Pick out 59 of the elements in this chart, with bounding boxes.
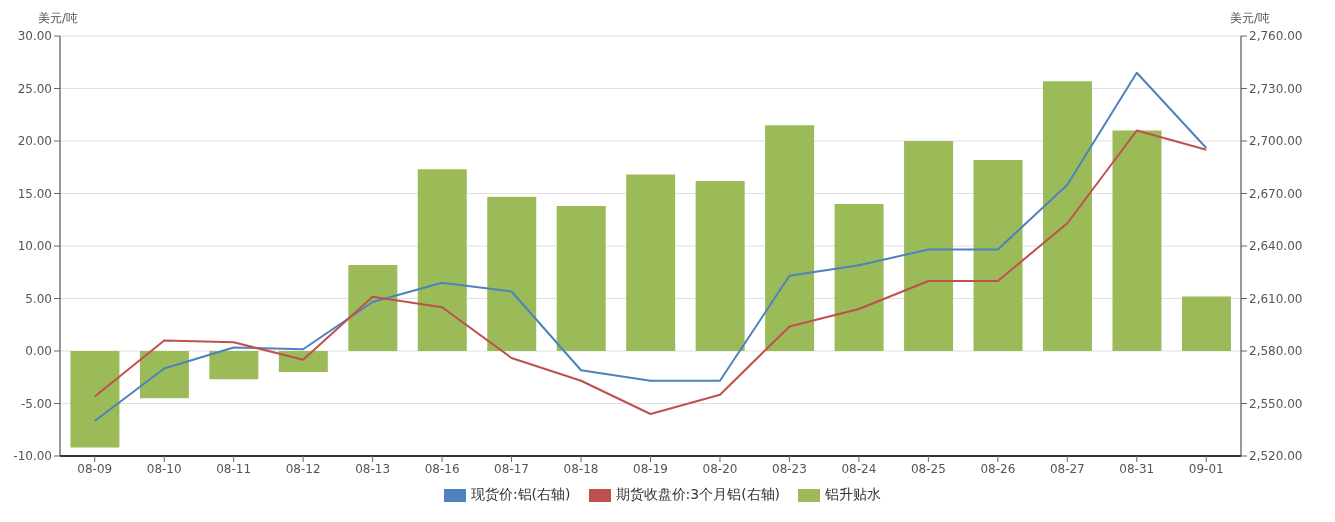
bar <box>139 351 189 399</box>
x-tick-label: 09-01 <box>1188 461 1224 476</box>
legend-label: 期货收盘价:3个月铝(右轴) <box>615 486 781 504</box>
y-tick-label: 15.00 <box>17 186 52 201</box>
y-tick-label: -5.00 <box>20 396 52 411</box>
y2-tick-label: 2,730.00 <box>1249 81 1303 96</box>
y-tick-label: 30.00 <box>17 29 52 44</box>
bar <box>1112 130 1162 351</box>
x-tick-label: 08-31 <box>1119 461 1155 476</box>
line-series <box>93 129 1208 415</box>
y-tick-label: 10.00 <box>17 239 52 254</box>
y-tick-label: 25.00 <box>17 81 52 96</box>
y2-tick-label: 2,760.00 <box>1249 29 1303 44</box>
legend-label: 现货价:铝(右轴) <box>470 486 571 504</box>
y2-tick-label: 2,640.00 <box>1249 239 1303 254</box>
bar <box>1043 81 1093 351</box>
bar <box>695 180 745 351</box>
bar <box>209 351 259 380</box>
x-tick-label: 08-27 <box>1049 461 1085 476</box>
y-tick-label: -10.00 <box>13 449 52 464</box>
y2-axis-title: 美元/吨 <box>1230 10 1271 27</box>
x-tick-label: 08-23 <box>772 461 807 476</box>
x-tick-label: 08-09 <box>77 461 113 476</box>
bar <box>626 174 676 351</box>
y-tick-label: 5.00 <box>25 291 52 306</box>
x-tick-label: 08-17 <box>494 461 529 476</box>
y2-tick-label: 2,610.00 <box>1249 291 1303 306</box>
x-tick-label: 08-25 <box>910 461 946 476</box>
y2-tick-label: 2,670.00 <box>1249 186 1303 201</box>
y-axis-title: 美元/吨 <box>38 10 79 27</box>
y-tick-label: 20.00 <box>17 134 52 149</box>
x-tick-label: 08-20 <box>702 461 738 476</box>
y-tick-label: 0.00 <box>25 344 52 359</box>
x-tick-label: 08-11 <box>216 461 252 476</box>
bar <box>70 351 120 448</box>
y2-tick-label: 2,580.00 <box>1249 344 1303 359</box>
x-tick-label: 08-19 <box>633 461 668 476</box>
bar <box>904 141 954 351</box>
bar <box>973 159 1023 351</box>
x-tick-label: 08-26 <box>980 461 1016 476</box>
legend-label: 铝升贴水 <box>825 486 882 504</box>
x-tick-label: 08-16 <box>424 461 460 476</box>
x-tick-label: 08-10 <box>146 461 182 476</box>
x-tick-label: 08-12 <box>285 461 321 476</box>
y2-tick-label: 2,550.00 <box>1249 396 1303 411</box>
bar <box>487 196 537 351</box>
bar <box>278 351 328 372</box>
line-series <box>93 71 1208 422</box>
bar <box>765 125 815 351</box>
bar <box>556 206 606 351</box>
x-tick-label: 08-18 <box>563 461 599 476</box>
x-tick-label: 08-24 <box>841 461 877 476</box>
bar <box>417 169 467 351</box>
y2-tick-label: 2,700.00 <box>1249 134 1303 149</box>
y2-tick-label: 2,520.00 <box>1249 449 1303 464</box>
bar <box>834 204 884 351</box>
bar <box>348 264 398 351</box>
bar <box>1181 296 1231 351</box>
x-tick-label: 08-13 <box>355 461 391 476</box>
